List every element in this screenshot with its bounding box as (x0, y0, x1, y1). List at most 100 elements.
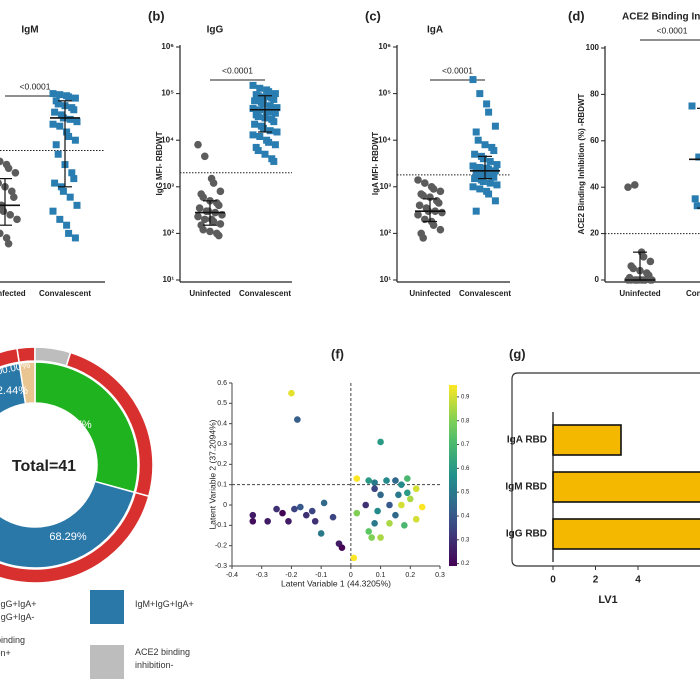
data-point (320, 499, 328, 507)
data-point (631, 181, 639, 189)
y-tick-label: 10¹ (379, 275, 391, 284)
data-point (249, 517, 257, 525)
data-point (0, 179, 2, 187)
data-point (285, 517, 292, 525)
x-tick-label: Convalescent (39, 289, 91, 298)
data-point (194, 140, 202, 149)
y-tick-label: 80 (590, 90, 599, 99)
data-point (206, 227, 214, 236)
data-point (291, 505, 298, 513)
data-point (249, 131, 257, 139)
data-point (254, 113, 262, 121)
x-tick-label: 0.1 (376, 572, 386, 579)
bar (552, 518, 700, 550)
data-point (199, 225, 207, 234)
data-point (419, 191, 428, 200)
y-tick-label: IgG RBD (506, 529, 547, 540)
data-point (0, 157, 4, 166)
data-point (471, 175, 479, 183)
data-point (0, 229, 4, 238)
data-point (338, 544, 346, 551)
data-point (49, 120, 57, 128)
x-tick-label: 2 (593, 575, 599, 586)
data-point (264, 517, 271, 525)
panel-label: (g) (509, 346, 526, 361)
y-tick-label: 10³ (379, 182, 391, 191)
data-point (476, 163, 484, 171)
panel-label: (d) (568, 8, 585, 23)
data-point (52, 141, 60, 149)
data-point (693, 202, 700, 210)
p-value: <0.0001 (222, 65, 253, 75)
data-point (279, 509, 286, 517)
legend-label: ACE2 binding inhibition- (135, 647, 191, 670)
data-point (56, 91, 64, 99)
data-point (639, 252, 648, 261)
donut-slice (34, 361, 139, 494)
data-point (49, 90, 57, 98)
data-point (485, 190, 493, 198)
bar (552, 424, 622, 456)
legend-label: ACE2 binding inhibition+ (0, 635, 26, 658)
x-tick-label: 0.2 (405, 572, 415, 579)
data-point (371, 520, 378, 527)
x-tick-label: Uninfected (619, 289, 660, 298)
data-point (2, 234, 11, 242)
data-point (273, 128, 281, 136)
data-point (49, 207, 57, 215)
y-tick-label: IgM RBD (505, 482, 547, 493)
data-point (436, 225, 445, 234)
y-axis-label: Latent Variable 2 (37.2094%) (207, 419, 217, 529)
data-point (308, 507, 316, 515)
y-tick-label: 10² (162, 229, 174, 238)
data-point (297, 503, 304, 511)
panel-frame (511, 372, 700, 567)
data-point (481, 141, 489, 149)
y-tick-label: 10⁴ (161, 135, 174, 144)
data-point (414, 211, 422, 219)
data-point (362, 501, 370, 509)
data-point (429, 221, 438, 229)
y-tick-label: 60 (590, 136, 599, 145)
data-point (270, 157, 278, 165)
data-point (195, 204, 204, 212)
data-point (476, 185, 484, 193)
data-point (63, 221, 71, 229)
y-tick-label: 0.4 (217, 421, 227, 428)
legend-swatch (90, 590, 124, 624)
data-point (265, 108, 273, 116)
data-point (199, 193, 207, 201)
slice-label: 2.44% (0, 385, 28, 397)
data-point (365, 477, 372, 484)
panel-title: IgA (427, 25, 443, 36)
data-point (485, 108, 493, 116)
colorbar-tick-label: 0.3 (461, 537, 470, 543)
data-point (383, 477, 390, 484)
data-point (215, 231, 223, 240)
y-axis-label: ACE2 Binding Inhibition (%) -RBDWT (577, 93, 586, 234)
data-point (469, 162, 477, 170)
data-point (353, 509, 361, 517)
y-tick-label: 10⁶ (378, 42, 391, 51)
data-point (490, 173, 498, 181)
data-point (350, 554, 358, 562)
data-point (371, 479, 378, 486)
data-point (377, 534, 384, 541)
data-point (395, 491, 402, 499)
data-point (392, 477, 399, 484)
data-point (624, 183, 632, 191)
data-point (65, 133, 73, 141)
y-tick-label: 10³ (162, 182, 174, 191)
data-point (8, 187, 16, 196)
data-point (70, 106, 78, 114)
data-point (51, 108, 59, 116)
y-axis-label: IgA MFI- RBDWT (371, 132, 380, 195)
data-point (435, 199, 443, 207)
data-point (438, 208, 446, 217)
data-point (412, 485, 420, 493)
data-point (10, 193, 18, 201)
slice-label: 68.29% (49, 531, 87, 543)
data-point (65, 229, 73, 237)
data-point (368, 534, 375, 541)
y-tick-label: 0.6 (217, 380, 227, 387)
